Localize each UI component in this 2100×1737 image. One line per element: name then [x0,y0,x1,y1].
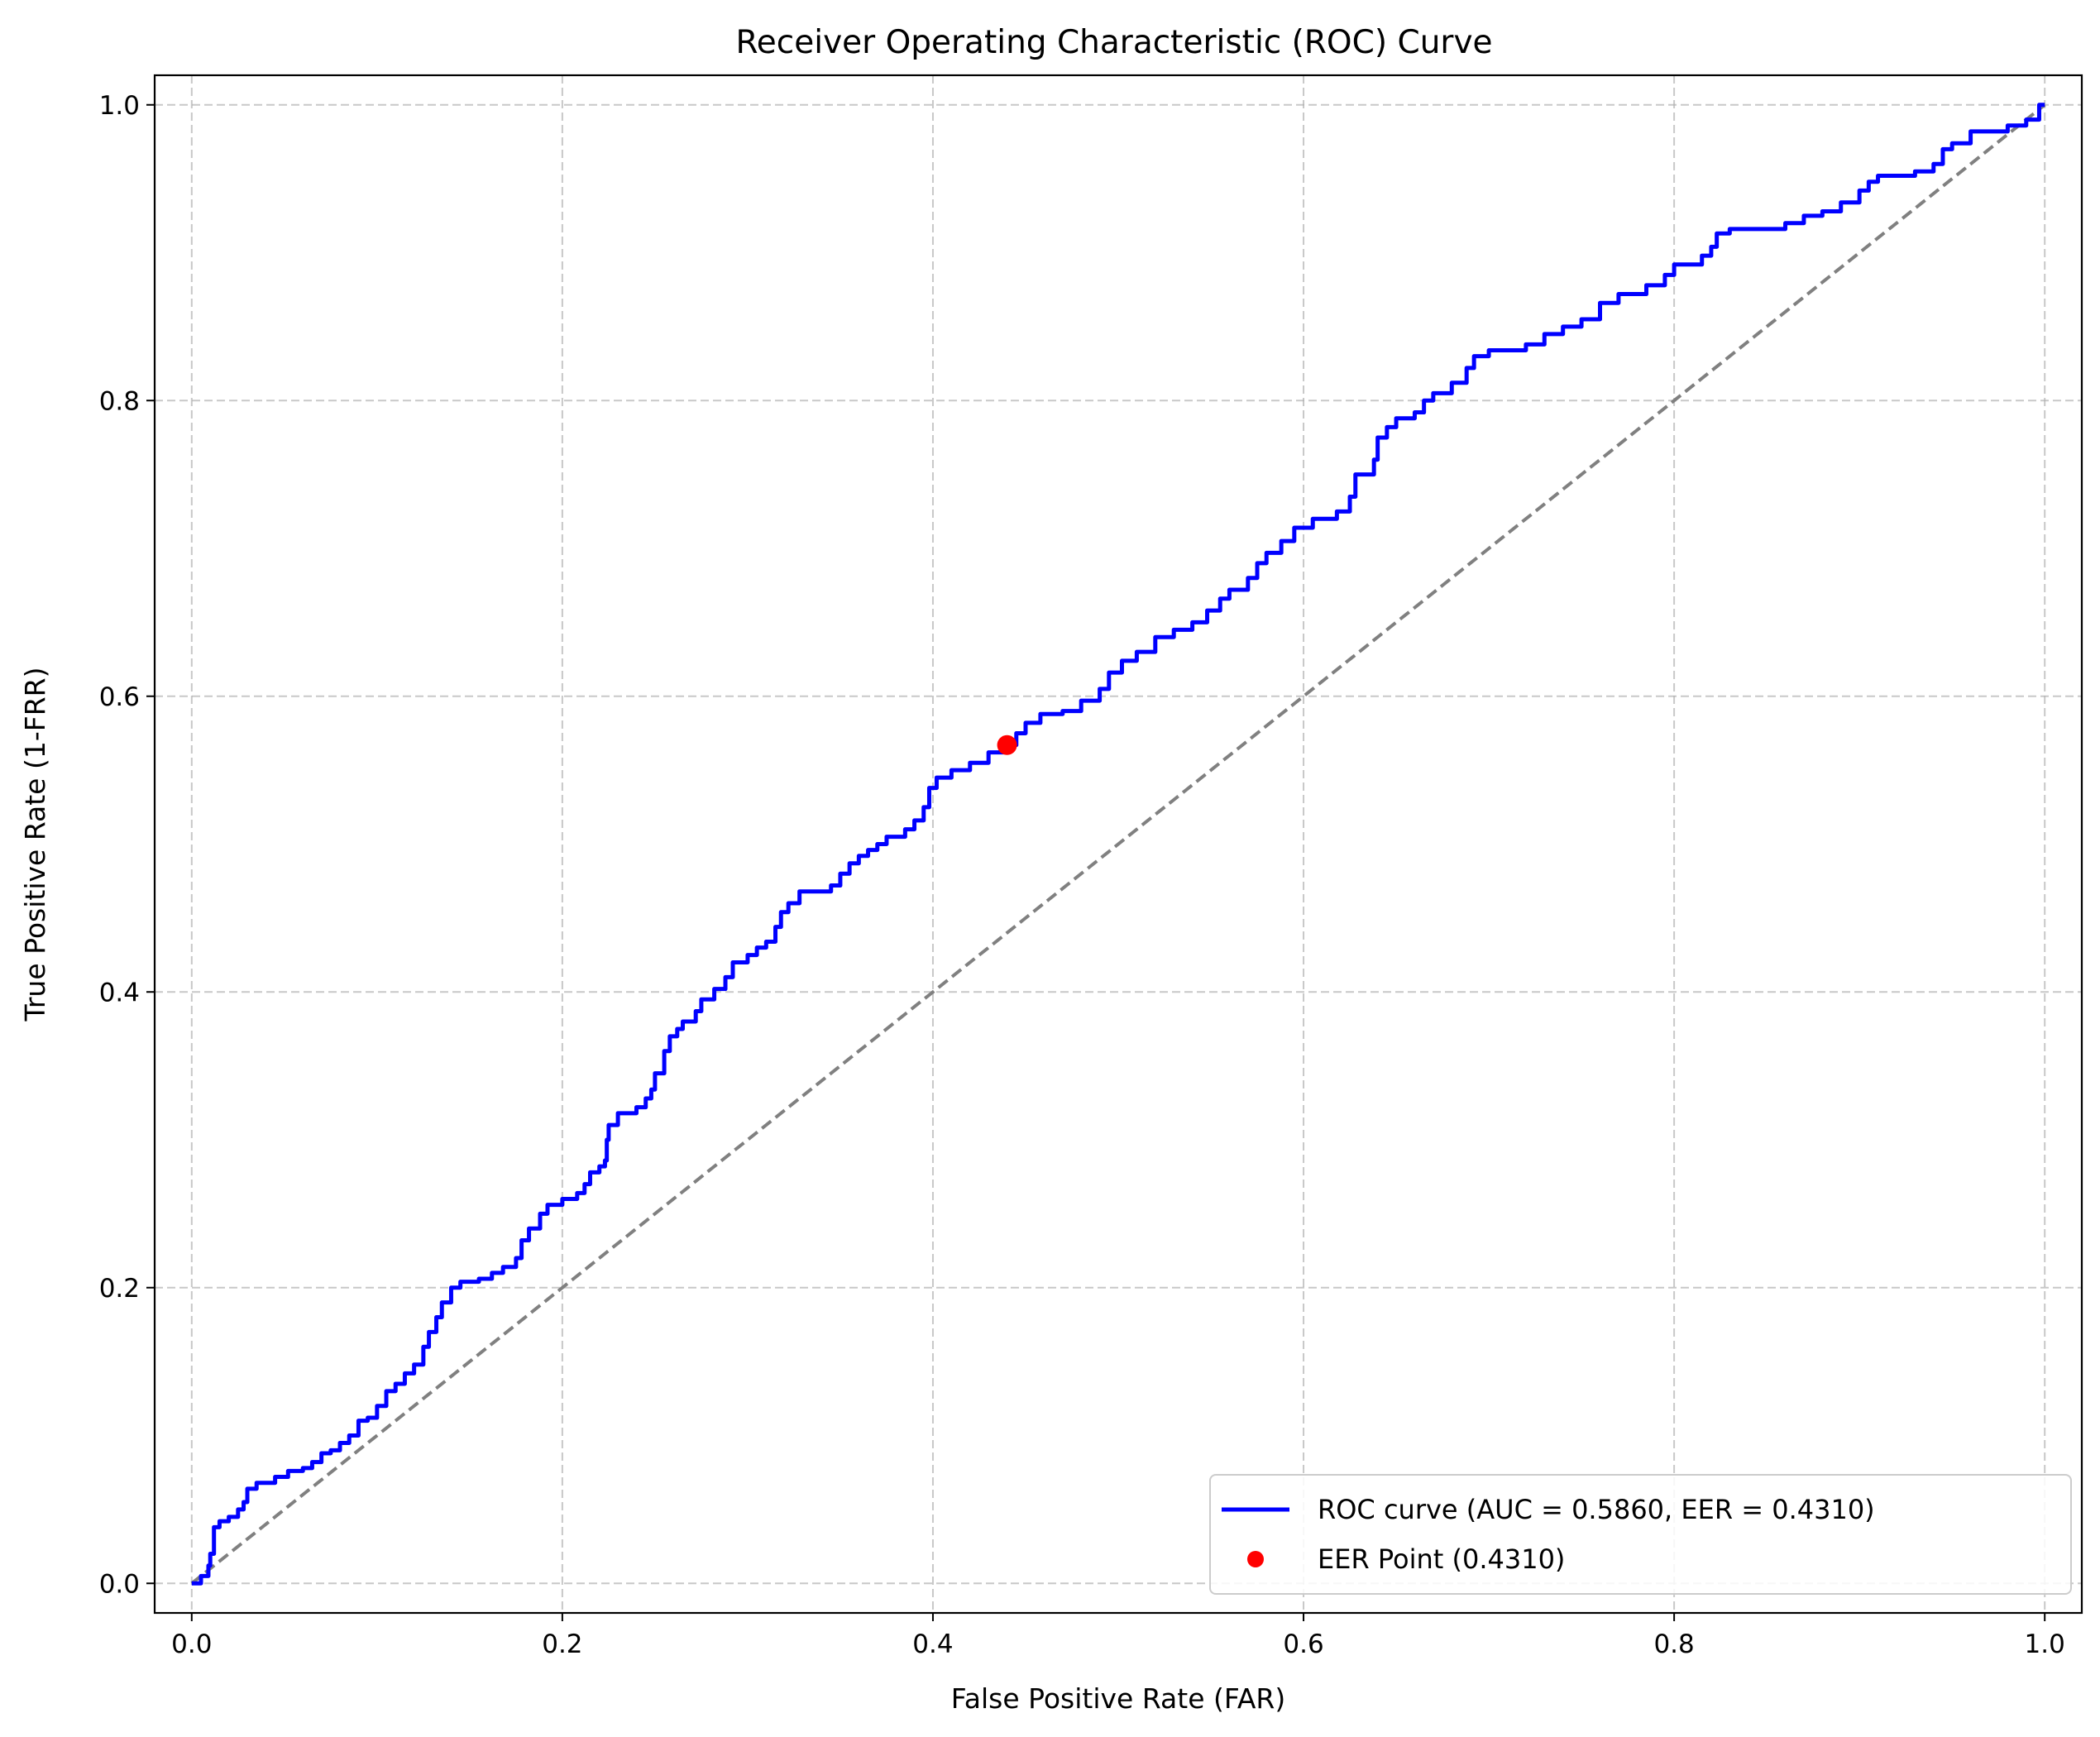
eer-point [997,735,1017,755]
y-axis-label: True Positive Rate (1-FRR) [19,668,51,1022]
chart-title: Receiver Operating Characteristic (ROC) … [735,24,1492,61]
roc-curve-line [191,103,2045,1586]
legend-box [1209,1474,2072,1595]
x-tick-label: 0.2 [542,1629,582,1659]
legend-marker-swatch [1247,1551,1264,1567]
eer-markers [997,735,1017,755]
x-tick-label: 0.4 [912,1629,953,1659]
y-tick-label: 0.6 [99,682,140,712]
y-tick-label: 0.0 [99,1569,140,1599]
y-tick-label: 0.4 [99,978,140,1007]
diagonal-reference [190,103,2046,1585]
legend: ROC curve (AUC = 0.5860, EER = 0.4310) E… [1209,1474,2072,1595]
x-tick-label: 0.0 [171,1629,212,1659]
y-tick-label: 1.0 [99,91,140,121]
x-tick-label: 1.0 [2025,1629,2065,1659]
y-tick-label: 0.8 [99,386,140,416]
y-axis-ticks: 0.0 0.2 0.4 0.6 0.8 1.0 [99,91,155,1599]
legend-label-roc: ROC curve (AUC = 0.5860, EER = 0.4310) [1318,1494,1875,1525]
y-tick-label: 0.2 [99,1274,140,1304]
grid [155,75,2082,1613]
x-tick-label: 0.6 [1283,1629,1323,1659]
x-axis-ticks: 0.0 0.2 0.4 0.6 0.8 1.0 [171,1613,2065,1659]
x-axis-label: False Positive Rate (FAR) [951,1682,1285,1715]
legend-label-eer: EER Point (0.4310) [1318,1543,1565,1575]
diagonal-line [190,103,2046,1585]
x-tick-label: 0.8 [1653,1629,1694,1659]
plot-frame [153,74,2083,1615]
roc-series [191,103,2045,1586]
